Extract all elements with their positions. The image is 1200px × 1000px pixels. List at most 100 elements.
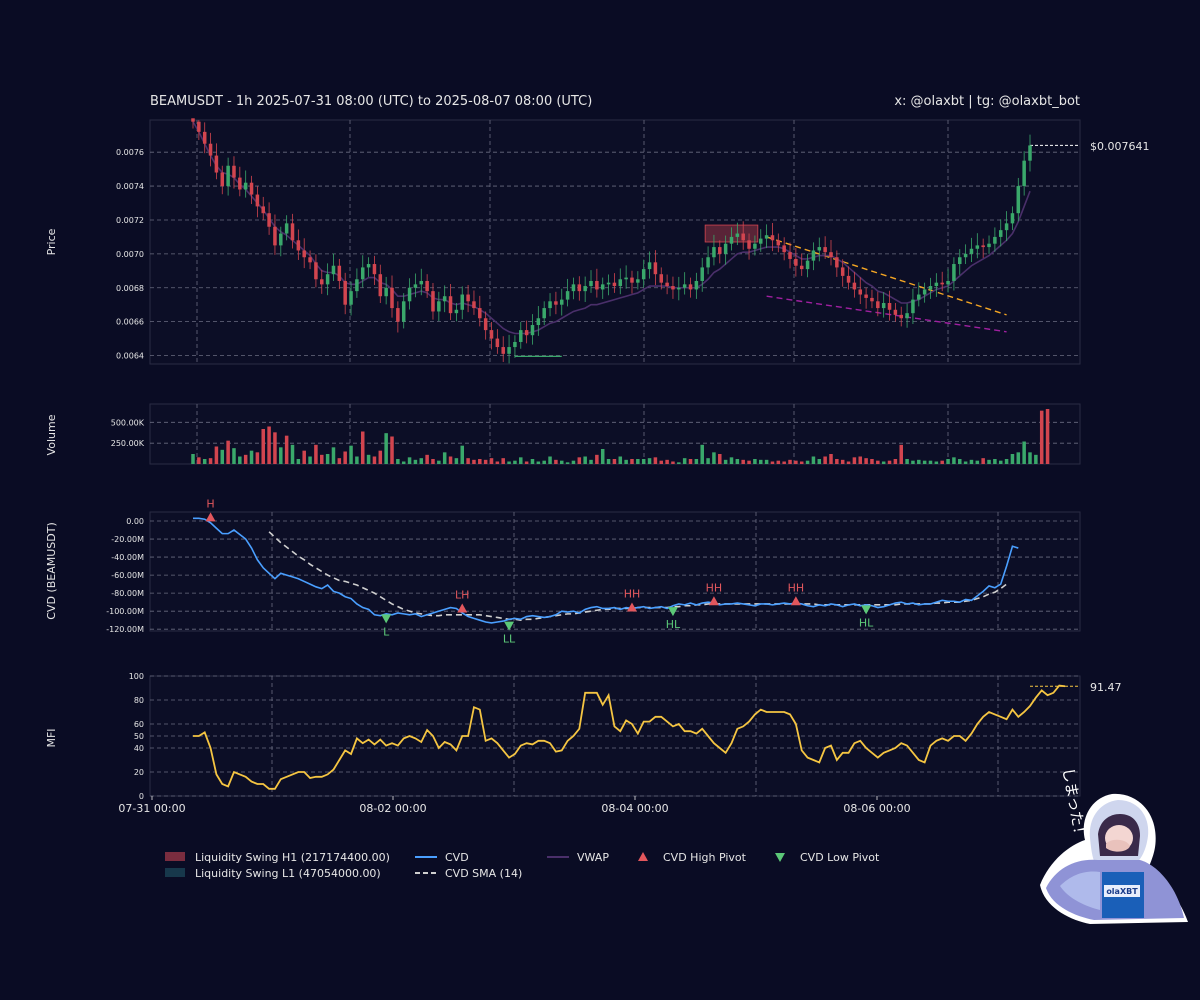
volume-bar [314,444,318,464]
lower-trendline [766,295,1007,333]
candle-body [911,299,915,314]
candle-body [782,245,786,253]
cvd-low-pivot-marker [504,621,515,631]
volume-bar [606,459,611,464]
volume-bar [688,459,693,464]
candle-body [483,318,488,331]
volume-bar [665,459,669,464]
candle-body [688,284,693,290]
volume-bar [782,461,786,464]
candle-body [384,287,388,297]
volume-bar [612,459,617,464]
candle-body [928,286,933,290]
volume-bar [946,459,950,464]
volume-bar [741,459,745,464]
volume-bar [360,431,365,464]
candle-body [559,299,564,305]
volume-bar [308,456,312,464]
candle-body [729,236,734,244]
candle-body [355,279,359,292]
volume-bar [881,461,886,464]
volume-bar [852,457,857,464]
candle-body [372,264,377,275]
candle-body [243,182,248,190]
candle-body [881,303,886,309]
volume-bar [952,457,956,464]
volume-bar [583,456,587,464]
volume-bar [302,450,306,464]
volume-bar [366,454,371,464]
volume-bar [911,460,915,464]
volume-bar [917,459,921,464]
cvd-high-pivot-label: HH [788,581,805,594]
volume-bar [331,447,336,464]
candle-body [530,325,535,336]
candle-body [226,165,230,187]
candle-body [401,301,406,322]
volume-bar [390,436,394,464]
legend-label: CVD High Pivot [663,851,747,864]
cvd-tick-label: -100.00M [106,607,144,616]
mfi-x-tick-label: 08-04 00:00 [601,802,668,815]
volume-bar [993,459,997,464]
volume-bar [764,459,769,464]
legend-swatch [165,852,185,861]
candle-body [905,313,909,319]
volume-bar [1016,452,1021,464]
candle-body [302,250,306,258]
volume-bar [864,458,868,464]
volume-bar [238,456,242,464]
volume-bar [202,459,207,464]
candle-body [858,289,863,295]
volume-bar [519,457,523,464]
cvd-tick-label: -40.00M [111,553,144,562]
candle-body [1028,145,1032,161]
candle-body [419,280,424,285]
candle-body [261,206,265,214]
cvd-tick-label: -60.00M [111,571,144,580]
candle-body [431,291,435,312]
cvd-low-pivot-marker [667,607,678,617]
volume-bar [776,460,781,464]
candle-body [624,277,628,280]
volume-bar [595,454,599,464]
candle-body [641,269,646,280]
volume-bar [870,459,874,464]
candle-body [677,287,681,290]
candle-body [952,264,956,281]
volume-bar [577,457,582,464]
candle-body [671,286,675,290]
mfi-x-tick-label: 08-06 00:00 [843,802,910,815]
upper-trendline [766,236,1007,316]
mfi-tick-label: 40 [134,744,144,753]
candle-body [852,282,857,290]
volume-bar [934,461,939,464]
volume-bar [466,458,470,464]
volume-bar [758,459,763,464]
volume-bar [220,449,225,464]
candle-body [425,280,429,292]
mascot-hand [1106,839,1130,852]
candle-body [583,286,587,292]
volume-bar [413,459,418,464]
candle-body [659,274,664,283]
mfi-x-tick-label: 08-02 00:00 [359,802,426,815]
volume-bar [770,461,775,464]
candle-body [700,267,704,281]
volume-bar [829,454,833,464]
volume-bar [232,448,236,464]
candle-body [442,296,447,302]
volume-bar [554,459,558,464]
volume-bar [378,450,383,464]
volume-bar [671,461,675,464]
volume-bar [817,459,822,464]
candle-body [735,233,740,237]
candle-body [770,235,775,241]
price-tick-label: 0.0070 [116,250,144,259]
volume-bar [337,458,342,464]
volume-bar [694,459,699,464]
volume-bar [290,444,295,464]
price-tick-label: 0.0064 [116,352,144,361]
volume-bar [706,458,710,464]
volume-bar [753,459,757,464]
